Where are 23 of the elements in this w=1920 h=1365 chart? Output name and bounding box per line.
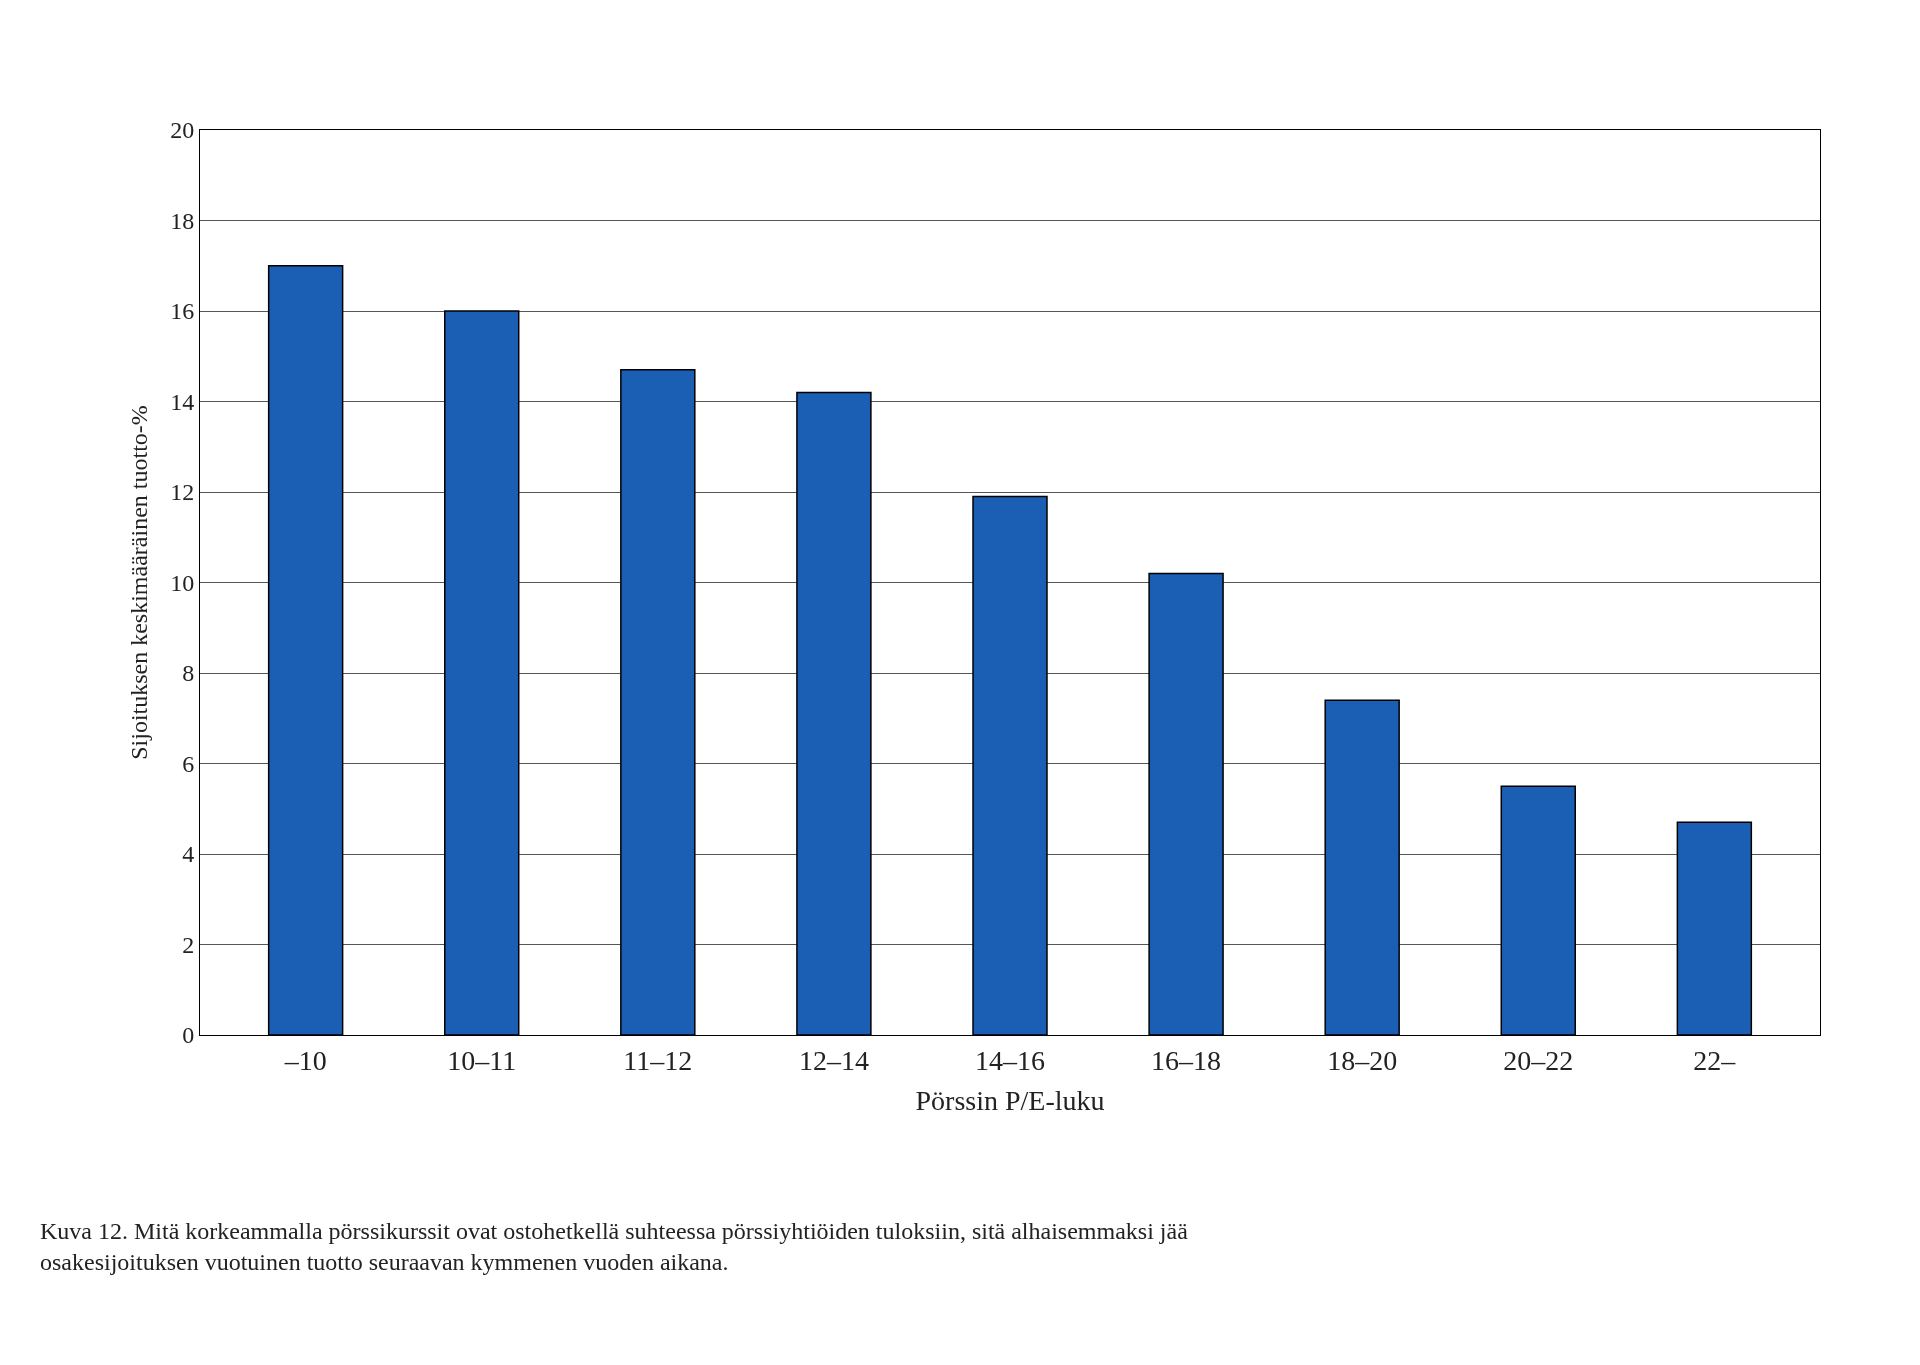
y-tick-label: 4: [182, 841, 195, 868]
y-tick-label: 20: [170, 117, 195, 144]
y-tick-label: 16: [170, 298, 195, 325]
y-tick-label: 14: [170, 388, 195, 415]
y-tick-label: 18: [170, 207, 195, 234]
y-axis-title: Sijoituksen keskimääräinen tuotto-%: [126, 405, 153, 760]
x-tick-label: 18–20: [1327, 1044, 1398, 1076]
x-tick-label: 20–22: [1503, 1044, 1574, 1076]
text: Kuva 12. Mitä korkeammalla pörssikurssit ovat ostohetkellä suhteessa pörssiyhtiöiden tuloksiin, sitä alhaisemmaksi jää osakesijoituksen vuotuinen tuotto seuraavan kymmenen vuoden aikana.: [40, 1218, 1189, 1276]
x-tick-label: 14–16: [975, 1044, 1045, 1076]
x-tick-label: 11–12: [623, 1044, 693, 1076]
y-tick-label: 8: [182, 660, 195, 687]
x-tick-label: –10: [283, 1044, 327, 1076]
x-tick-label: 16–18: [1151, 1044, 1222, 1076]
y-tick-label: 12: [170, 479, 195, 506]
x-axis-title: Pörssin P/E-luku: [915, 1084, 1105, 1116]
y-tick-label: 6: [182, 750, 195, 777]
y-tick-label: 0: [182, 1022, 195, 1049]
y-tick-label: 10: [170, 569, 195, 596]
x-tick-label: 22–: [1693, 1044, 1737, 1076]
x-tick-label: 10–11: [447, 1044, 517, 1076]
x-tick-label: 12–14: [798, 1044, 869, 1076]
y-tick-label: 2: [182, 931, 195, 958]
